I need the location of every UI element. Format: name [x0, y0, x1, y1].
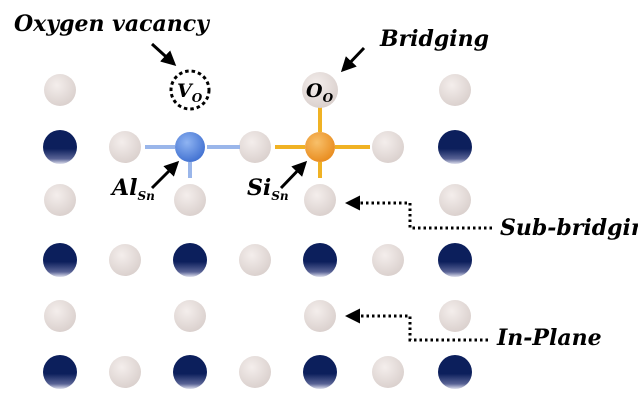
oxygen-atom — [439, 74, 471, 106]
sn-atom — [43, 243, 77, 277]
oxygen-atom — [372, 244, 404, 276]
bridging-oxygen-symbol: OO — [306, 80, 334, 105]
bridging-label: Bridging — [379, 26, 489, 52]
in-plane-label: In-Plane — [496, 325, 602, 351]
oxygen-atom — [109, 244, 141, 276]
bridging-arrow — [340, 46, 366, 73]
sn-atom — [43, 355, 77, 389]
pointer-arrows — [150, 42, 366, 190]
vacancy-symbol: VO — [177, 80, 203, 105]
oxygen-atom — [439, 300, 471, 332]
oxygen-atom — [372, 131, 404, 163]
oxygen-atom — [304, 300, 336, 332]
al-arrow — [150, 160, 180, 190]
atom-layer — [43, 74, 472, 389]
si-bonds — [275, 105, 370, 178]
sn-atom — [438, 355, 472, 389]
sn-atom — [303, 243, 337, 277]
oxygen-atom — [174, 184, 206, 216]
oxygen-atom — [239, 131, 271, 163]
oxygen-atom — [439, 184, 471, 216]
si-arrow — [279, 160, 308, 190]
oxygen-vacancy-label: Oxygen vacancy — [14, 11, 211, 37]
al-dopant-atom — [175, 132, 205, 162]
oxygen-atom — [304, 184, 336, 216]
sn-atom — [438, 130, 472, 164]
oxygen-atom — [44, 74, 76, 106]
oxygen-atom — [44, 184, 76, 216]
sub-bridging-label: Sub-bridging — [500, 215, 638, 241]
sn-atom — [303, 355, 337, 389]
oxygen-atom — [174, 300, 206, 332]
oxygen-atom — [109, 131, 141, 163]
oxygen-atom — [372, 356, 404, 388]
si-sn-label: SiSn — [247, 175, 289, 203]
sn-atom — [173, 355, 207, 389]
dotted-arrows — [345, 195, 492, 342]
oxygen-vacancy-site — [169, 69, 211, 111]
vacancy-arrow — [150, 42, 177, 67]
sn-atom — [438, 243, 472, 277]
sn-atom — [43, 130, 77, 164]
oxygen-atom — [239, 244, 271, 276]
al-bonds — [145, 145, 240, 178]
sn-atom — [173, 243, 207, 277]
bridging-oxygen-atom — [302, 72, 338, 108]
oxygen-atom — [44, 300, 76, 332]
oxygen-atom — [239, 356, 271, 388]
sub-bridging-arrow — [345, 195, 492, 230]
oxygen-atom — [109, 356, 141, 388]
in-plane-arrow — [345, 308, 488, 342]
al-sn-label: AlSn — [110, 175, 155, 203]
si-dopant-atom — [305, 132, 335, 162]
